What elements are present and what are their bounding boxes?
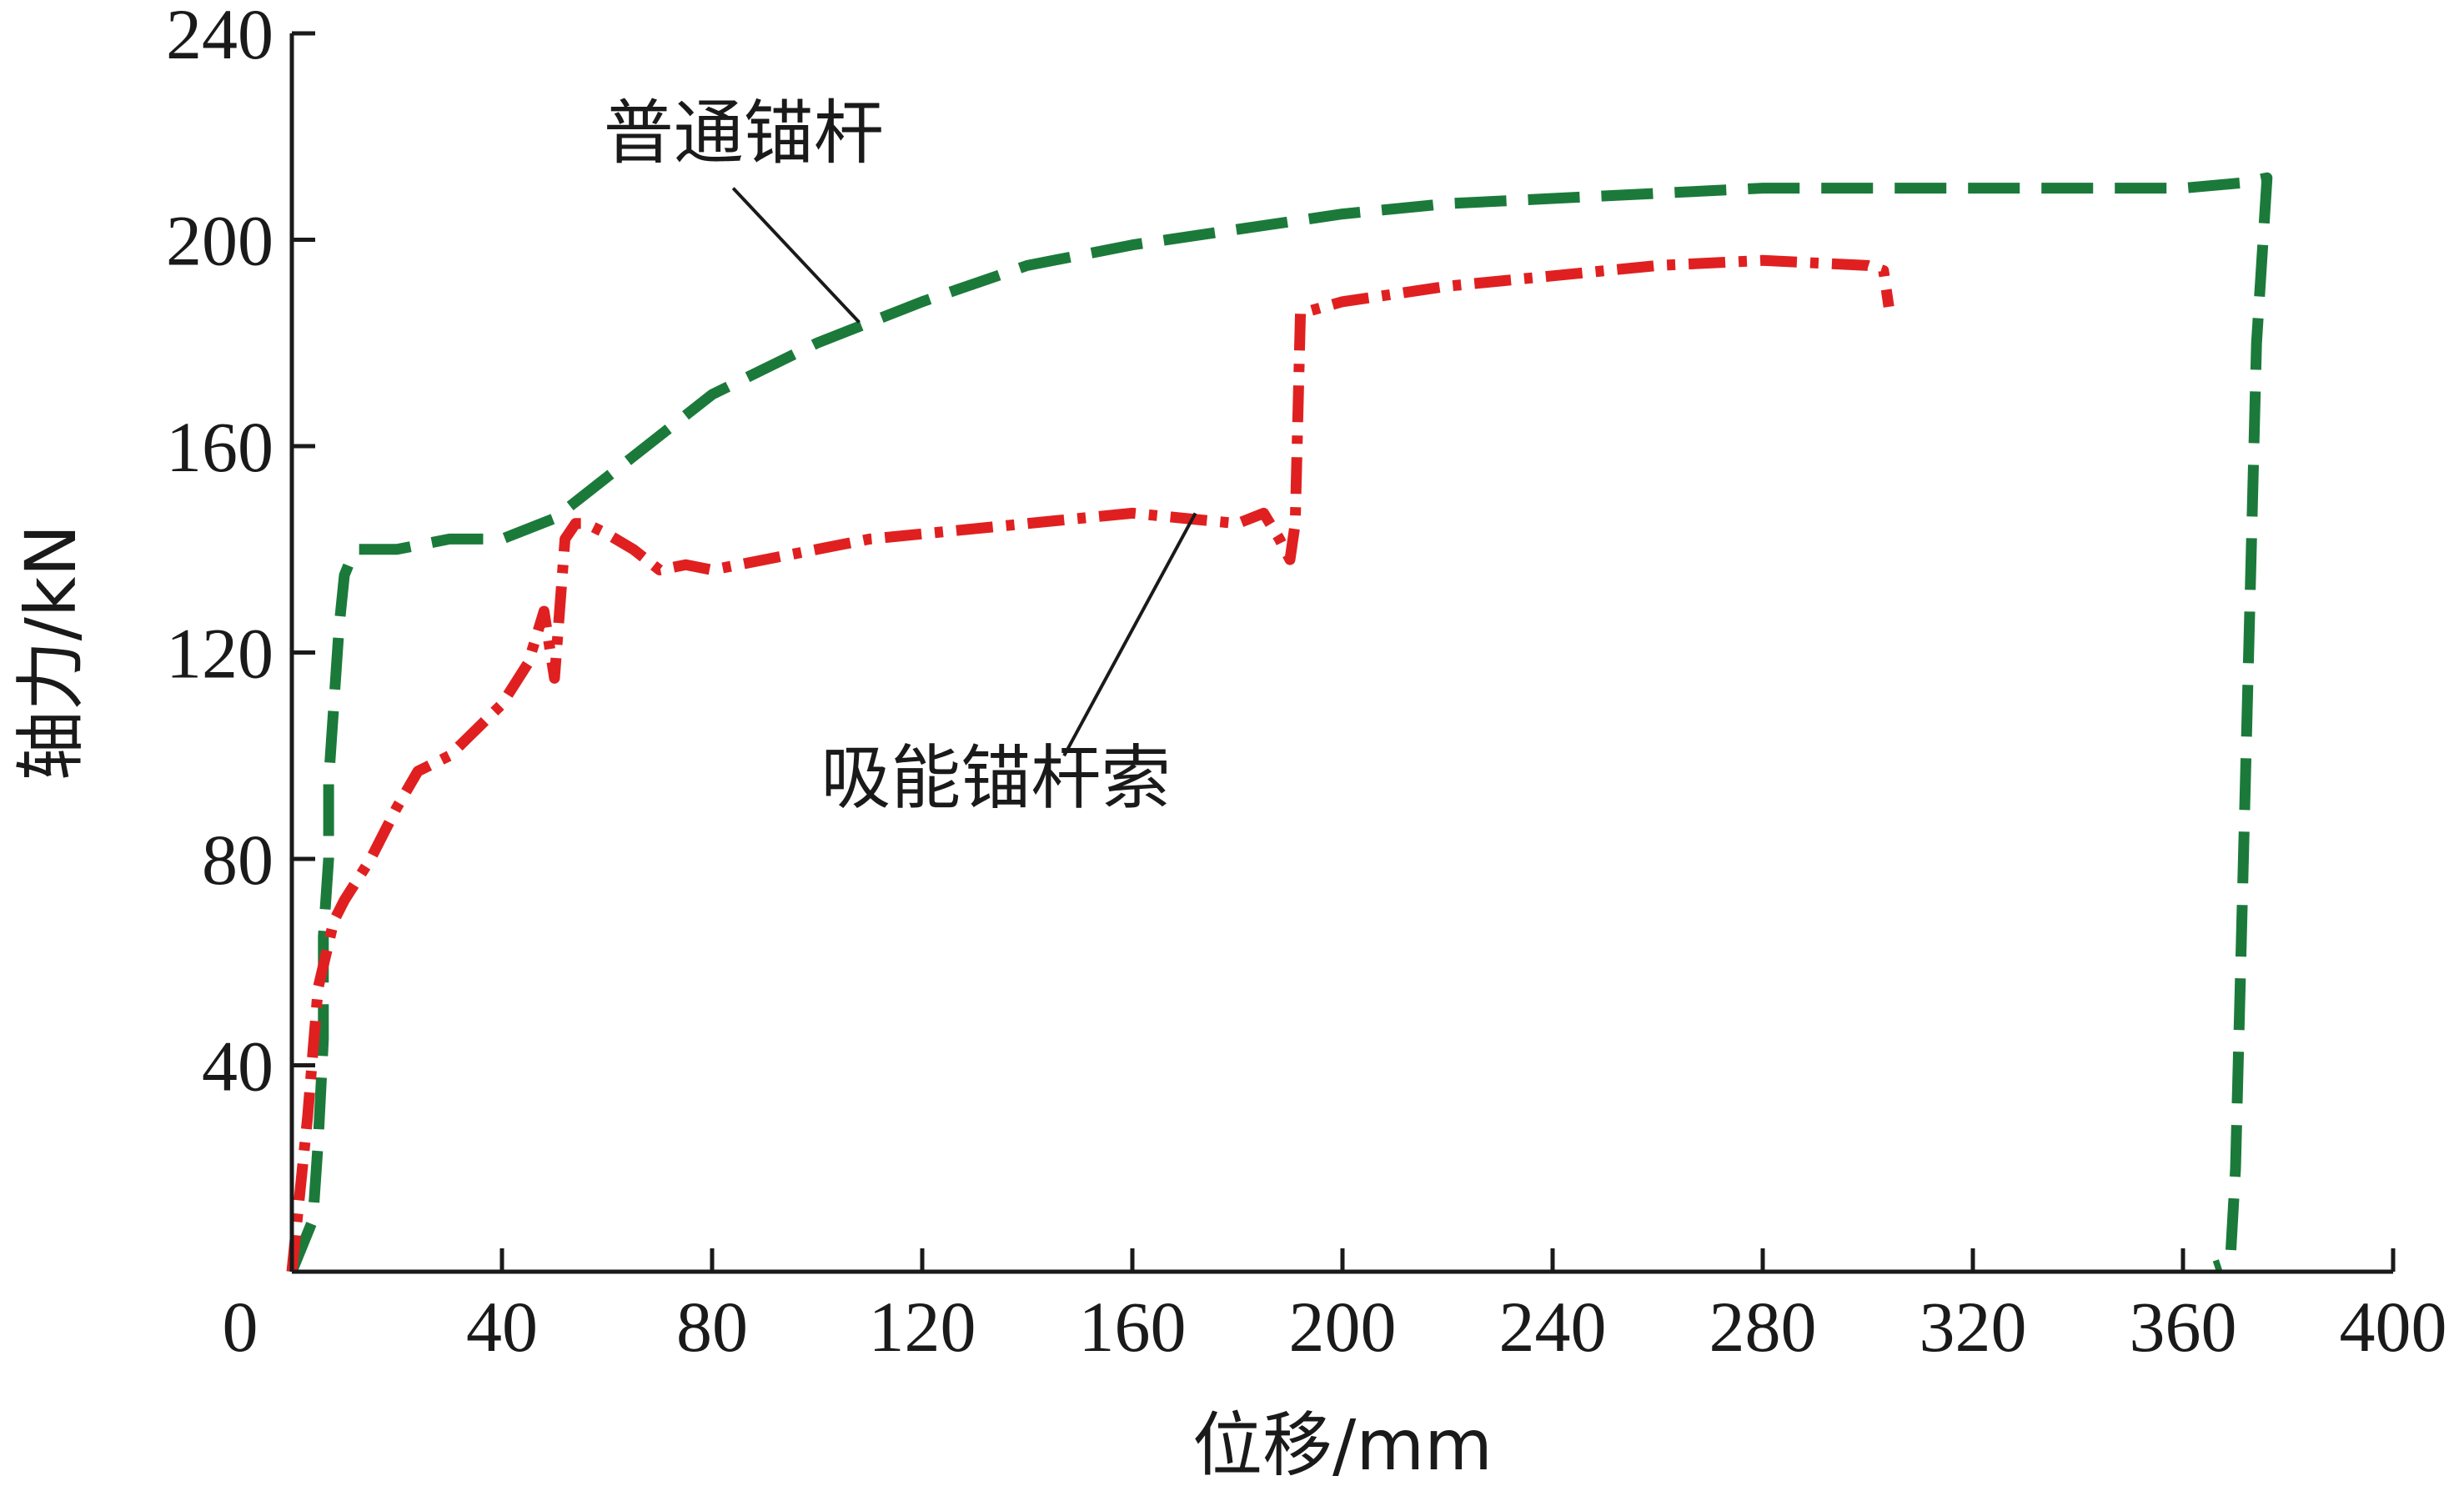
annotation-label: 普通锚杆 [604,93,884,174]
annotation-吸能锚杆索: 吸能锚杆索 [820,512,1197,819]
y-tick-label: 120 [166,614,273,694]
x-tick-label: 0 [223,1287,258,1367]
x-ticks: 0 40 80 120 160 200 240 280 320 360 400 [223,1248,2447,1367]
axes: 0 40 80 120 160 200 240 280 320 360 400 40 80 120 160… [166,0,2447,1367]
x-tick-label: 120 [869,1287,976,1367]
y-ticks: 40 80 120 160 200 240 [166,0,315,1107]
x-tick-label: 200 [1289,1287,1397,1367]
x-tick-label: 160 [1079,1287,1187,1367]
y-tick-label: 80 [202,820,273,900]
x-tick-label: 360 [2130,1287,2237,1367]
x-tick-label: 40 [466,1287,538,1367]
series-line-普通锚杆 [286,172,2273,1274]
x-tick-label: 320 [1920,1287,2027,1367]
y-tick-label: 240 [166,0,273,74]
y-tick-label: 160 [166,407,273,487]
annotation-label: 吸能锚杆索 [820,737,1171,819]
x-tick-label: 280 [1709,1287,1817,1367]
y-axis-title: 轴力/kN [10,525,92,781]
x-tick-label: 400 [2340,1287,2447,1367]
plot-area [286,172,2273,1274]
annotation-leader-line [1062,512,1197,757]
y-tick-label: 200 [166,201,273,281]
x-tick-label: 80 [676,1287,748,1367]
series-line-吸能锚杆索 [286,254,1894,1273]
annotation-leader-line [731,187,861,324]
x-axis-title: 位移/mm [1192,1404,1493,1486]
y-tick-label: 40 [202,1027,273,1107]
annotation-普通锚杆: 普通锚杆 [604,93,884,324]
x-tick-label: 240 [1499,1287,1607,1367]
